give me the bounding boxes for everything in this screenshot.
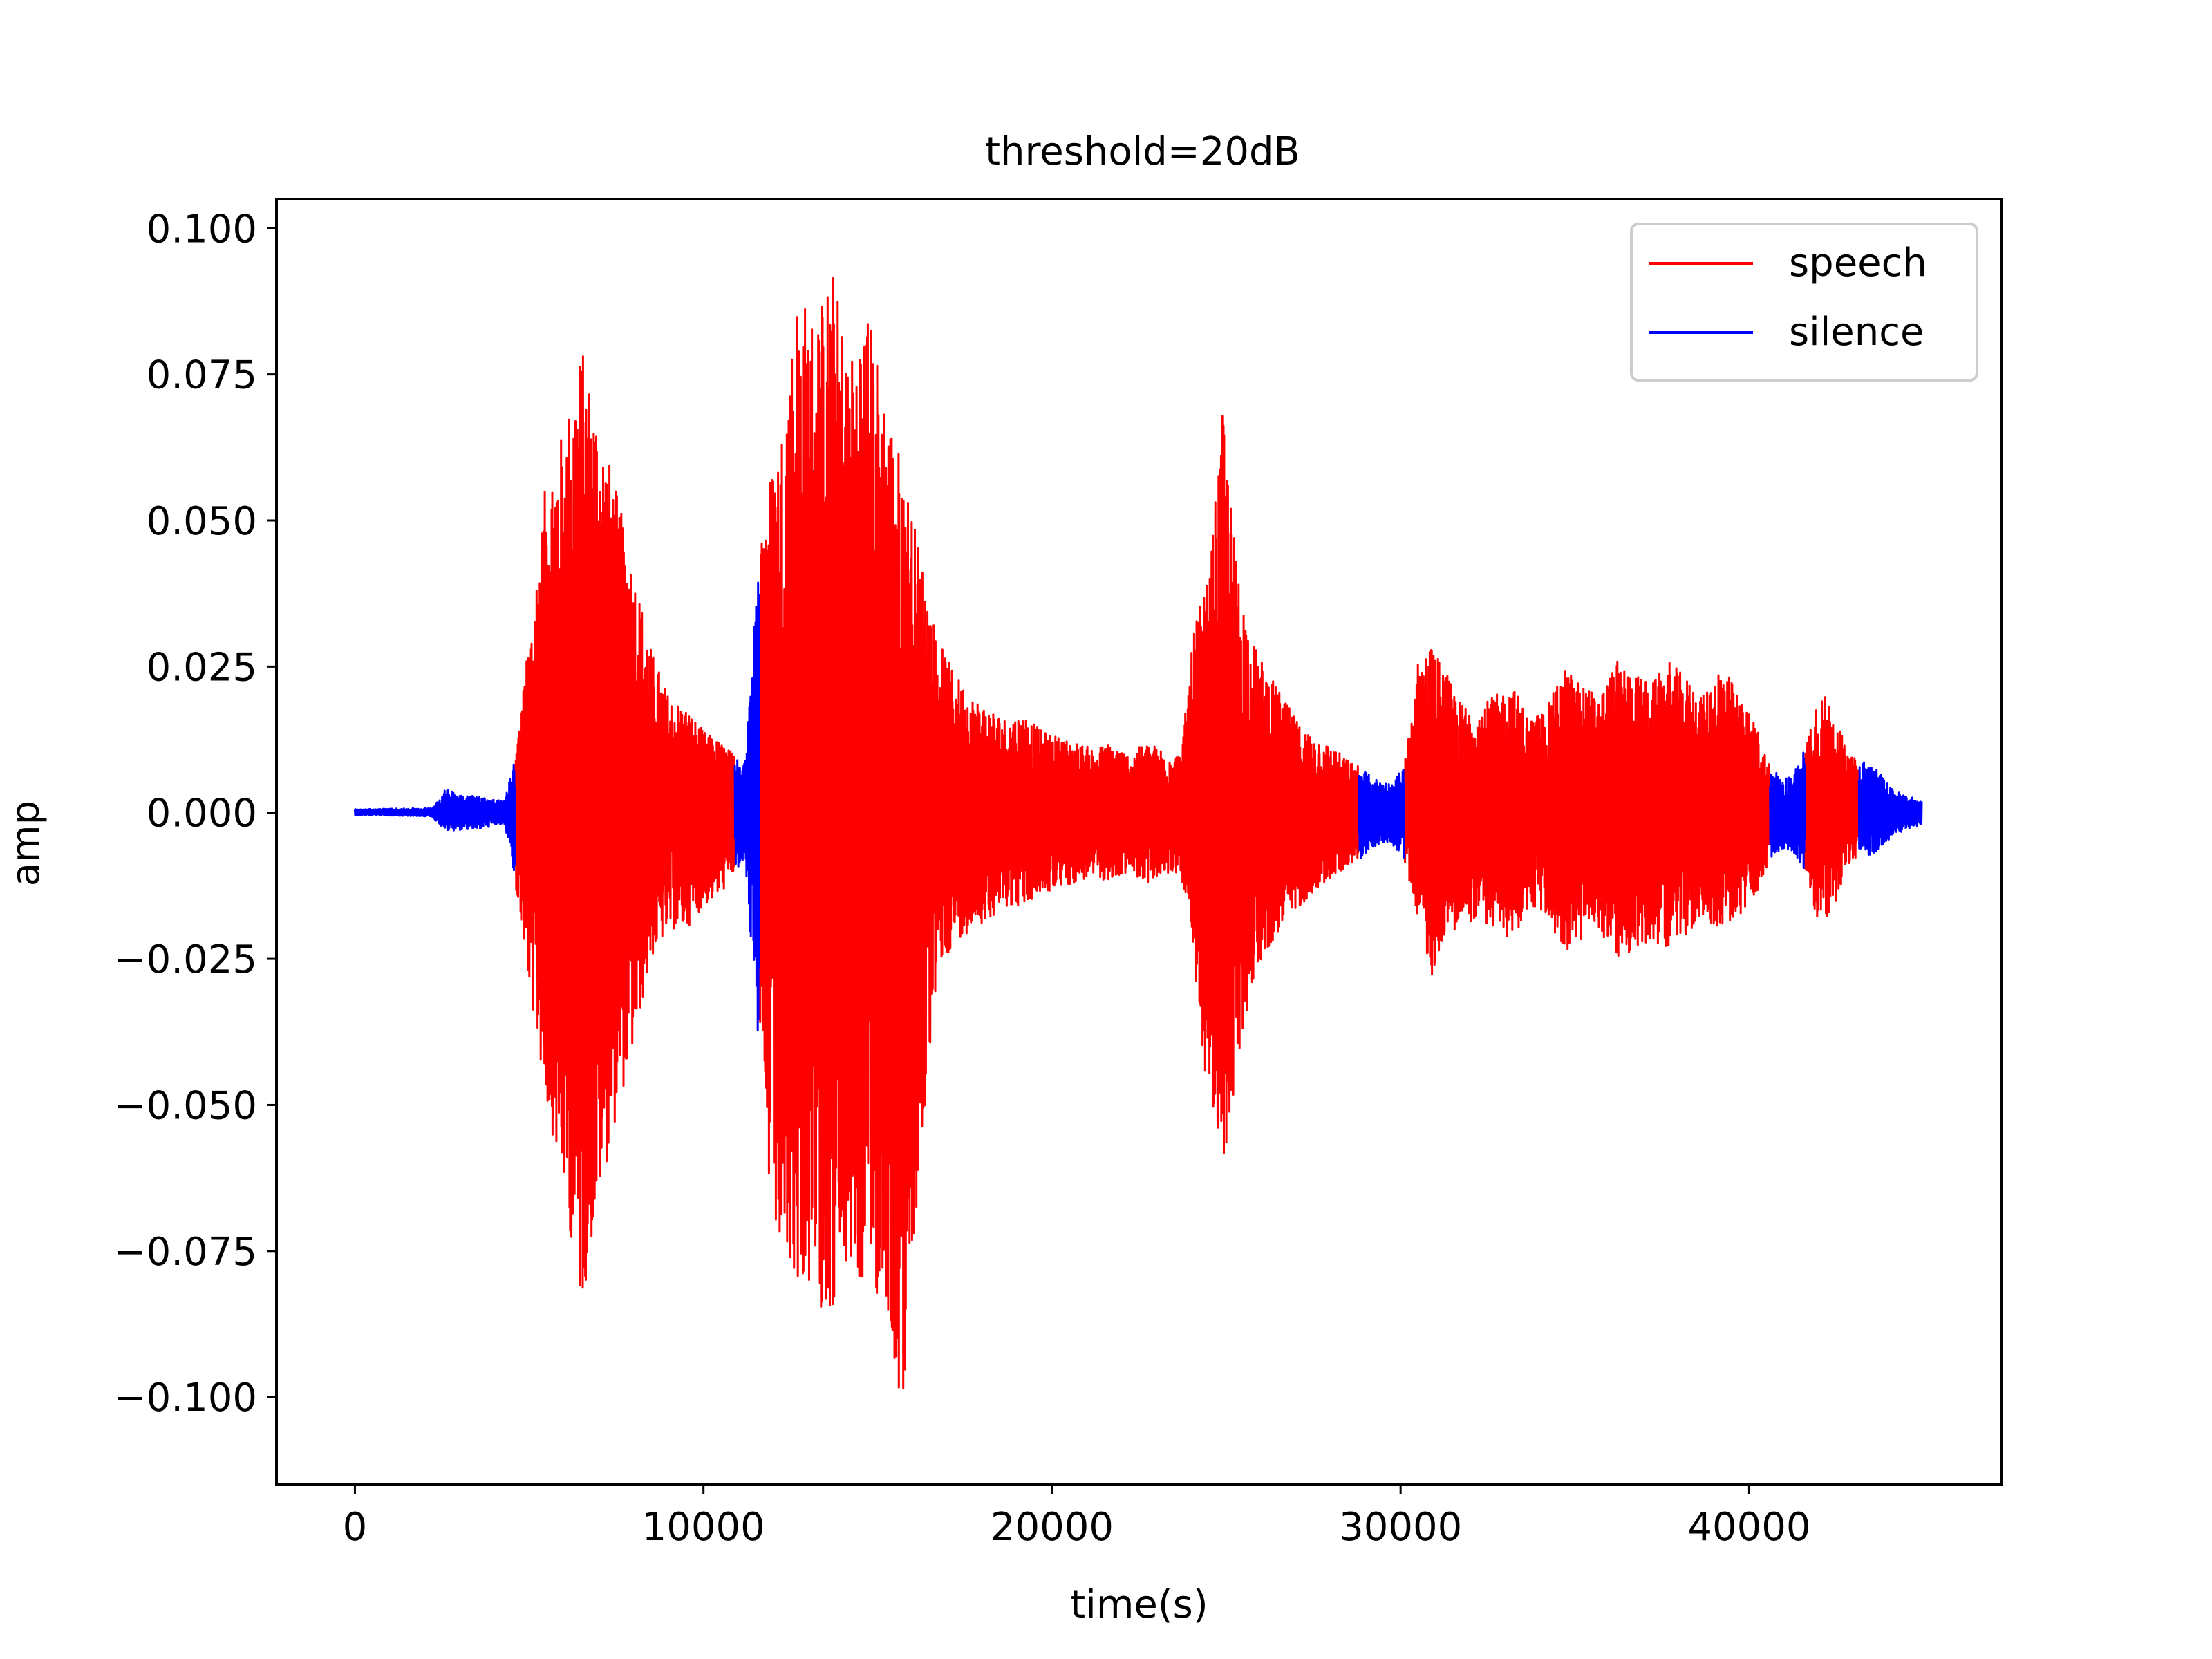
plot-frame [275,198,2003,1486]
waveform-silence-segment [1358,769,1405,859]
y-axis-ticks: 0.100 0.075 0.050 0.025 0.000 −0.025 −0.050 −0.… [114,207,276,1421]
chart-title: threshold=20dB [985,129,1300,174]
series-layer [354,276,1923,1389]
waveform-silence-segment [354,763,516,872]
x-tick-label: 10000 [642,1505,765,1550]
y-tick-label: 0.000 [147,791,257,836]
y-tick-label: −0.075 [114,1230,257,1275]
y-tick-label: 0.075 [147,353,257,398]
waveform-silence-segment [733,581,760,1031]
y-axis-label: amp [3,800,48,886]
waveform-silence-segment [1857,761,1923,856]
series-silence [354,581,1923,1031]
x-axis-ticks: 0 10000 20000 30000 40000 [343,1485,1811,1550]
legend-silence-label: silence [1789,310,1924,355]
y-tick-label: −0.025 [114,937,257,982]
series-speech [514,276,1860,1389]
y-tick-label: 0.025 [147,645,257,690]
waveform-speech-segment [758,276,1360,1389]
y-tick-label: −0.100 [114,1376,257,1421]
waveform-speech-segment [514,355,736,1289]
x-tick-label: 30000 [1339,1505,1462,1550]
waveform-speech-segment [1803,696,1860,917]
y-tick-label: 0.050 [147,499,257,544]
waveform-silence-segment [1769,751,1806,869]
waveform-speech-segment [1403,649,1771,975]
legend: speech silence [1630,223,1978,382]
legend-speech-label: speech [1789,241,1927,285]
x-tick-label: 40000 [1687,1505,1810,1550]
y-tick-label: −0.050 [114,1083,257,1128]
x-tick-label: 0 [343,1505,368,1550]
x-tick-label: 20000 [991,1505,1114,1550]
x-axis-label: time(s) [1070,1582,1208,1627]
y-tick-label: 0.100 [147,207,257,252]
